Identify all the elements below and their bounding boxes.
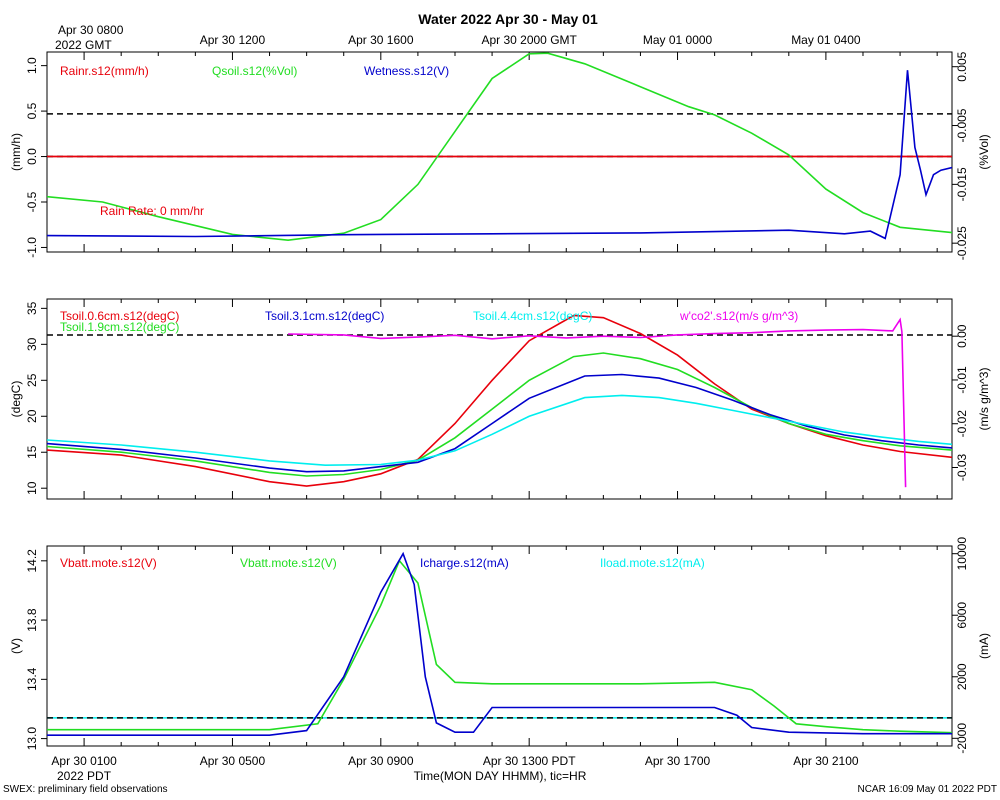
top-axis-label: May 01 0400 bbox=[791, 33, 861, 47]
chart-title: Water 2022 Apr 30 - May 01 bbox=[418, 11, 598, 27]
legend-label: w'co2'.s12(m/s g/m^3) bbox=[679, 309, 798, 323]
top-axis-label: May 01 0000 bbox=[643, 33, 713, 47]
legend-label: Wetness.s12(V) bbox=[364, 64, 449, 78]
y-tick-label: 13.0 bbox=[25, 727, 39, 751]
annotation-label: Rain Rate: 0 mm/hr bbox=[100, 204, 204, 218]
legend-label: Icharge.s12(mA) bbox=[420, 556, 509, 570]
footer-right: NCAR 16:09 May 01 2022 PDT bbox=[857, 784, 997, 795]
y2-tick-label: -0.025 bbox=[955, 226, 969, 260]
series-line bbox=[47, 314, 952, 487]
y-tick-label: 35 bbox=[25, 301, 39, 315]
series-line bbox=[47, 52, 952, 242]
bottom-axis-label: Apr 30 0500 bbox=[200, 754, 266, 768]
legend-label: Tsoil.4.4cm.s12(degC) bbox=[473, 309, 592, 323]
legend-label: Vbatt.mote.s12(V) bbox=[240, 556, 337, 570]
legend-label: Iload.mote.s12(mA) bbox=[600, 556, 705, 570]
panel-soil-temperature: 10 15 20 25 30 35 -0.03 -0.02 -0.01 0.00 (degC) (m/… bbox=[9, 298, 991, 500]
legend-label: Tsoil.0.6cm.s12(degC) bbox=[60, 309, 179, 323]
x-axis-label: Time(MON DAY HHMM), tic=HR bbox=[414, 769, 587, 783]
y-axis-label: (V) bbox=[9, 638, 23, 654]
legend-label: Rainr.s12(mm/h) bbox=[60, 64, 149, 78]
y-tick-label: 30 bbox=[25, 337, 39, 351]
series-line bbox=[47, 551, 952, 736]
y-tick-label: 1.0 bbox=[25, 57, 39, 74]
top-axis-labels: Apr 30 1200 Apr 30 1600 Apr 30 2000 GMT May… bbox=[200, 33, 861, 47]
y-axis-label: (mm/h) bbox=[9, 133, 23, 171]
series-line bbox=[47, 394, 952, 467]
top-axis-label: Apr 30 1200 bbox=[200, 33, 266, 47]
y-tick-label: 15 bbox=[25, 445, 39, 459]
bottom-axis-year-label: 2022 PDT bbox=[57, 769, 112, 783]
y2-tick-label: 10000 bbox=[955, 537, 969, 571]
series-line bbox=[47, 352, 952, 477]
plot-frame bbox=[46, 51, 953, 253]
series-line bbox=[288, 317, 907, 488]
y2-tick-label: 2000 bbox=[955, 663, 969, 690]
series-line bbox=[47, 70, 952, 240]
y-tick-label: 0.5 bbox=[25, 102, 39, 119]
bottom-axis-label: Apr 30 0900 bbox=[348, 754, 414, 768]
bottom-axis-labels: Apr 30 0100 Apr 30 0500 Apr 30 0900 Apr 30 … bbox=[51, 754, 859, 768]
bottom-axis-label: Apr 30 0100 bbox=[51, 754, 117, 768]
y-tick-label: 10 bbox=[25, 481, 39, 495]
y-tick-label: -0.5 bbox=[25, 191, 39, 212]
top-axis-label: Apr 30 1600 bbox=[348, 33, 414, 47]
top-axis-first-label-year: 2022 GMT bbox=[55, 38, 112, 52]
y2-tick-label: -0.02 bbox=[955, 410, 969, 438]
y2-axis-label: (%Vol) bbox=[977, 134, 991, 169]
top-axis-label: Apr 30 2000 GMT bbox=[481, 33, 577, 47]
series-line bbox=[47, 559, 952, 734]
y2-tick-label: -0.01 bbox=[955, 366, 969, 394]
panel-rain-moisture: -1.0 -0.5 0.0 0.5 1.0 -0.025 -0.015 -0.005 0.005… bbox=[9, 51, 991, 260]
y-tick-label: 20 bbox=[25, 409, 39, 423]
y2-tick-label: 0.00 bbox=[955, 324, 969, 348]
series-line bbox=[47, 373, 952, 473]
y-tick-label: 13.8 bbox=[25, 608, 39, 632]
top-axis-first-label: Apr 30 0800 bbox=[58, 23, 124, 37]
y2-axis-label: (mA) bbox=[977, 633, 991, 659]
bottom-axis-label: Apr 30 2100 bbox=[793, 754, 859, 768]
plot-frame bbox=[46, 545, 953, 747]
y-tick-label: 25 bbox=[25, 373, 39, 387]
y-tick-label: 0.0 bbox=[25, 148, 39, 165]
y2-tick-label: 0.005 bbox=[955, 51, 969, 81]
bottom-axis-label: Apr 30 1300 PDT bbox=[483, 754, 576, 768]
y2-tick-label: -0.015 bbox=[955, 167, 969, 201]
legend-label: Tsoil.1.9cm.s12(degC) bbox=[60, 320, 179, 334]
y2-tick-label: -0.005 bbox=[955, 108, 969, 142]
legend-label: Vbatt.mote.s12(V) bbox=[60, 556, 157, 570]
y2-axis-label: (m/s g/m^3) bbox=[977, 368, 991, 431]
legend-label: Qsoil.s12(%Vol) bbox=[212, 64, 297, 78]
y2-tick-label: -0.03 bbox=[955, 453, 969, 481]
y2-tick-label: -2000 bbox=[955, 723, 969, 754]
y-tick-label: 13.4 bbox=[25, 667, 39, 691]
y-tick-label: -1.0 bbox=[25, 237, 39, 258]
legend-label: Tsoil.3.1cm.s12(degC) bbox=[265, 309, 384, 323]
y2-tick-label: 6000 bbox=[955, 602, 969, 629]
y-tick-label: 14.2 bbox=[25, 549, 39, 573]
plot-frame bbox=[46, 298, 953, 500]
y-axis-label: (degC) bbox=[9, 381, 23, 418]
footer-left: SWEX: preliminary field observations bbox=[3, 784, 168, 795]
bottom-axis-label: Apr 30 1700 bbox=[645, 754, 711, 768]
panel-battery: 13.0 13.4 13.8 14.2 -2000 2000 6000 10000 (V) (mA… bbox=[9, 537, 991, 754]
